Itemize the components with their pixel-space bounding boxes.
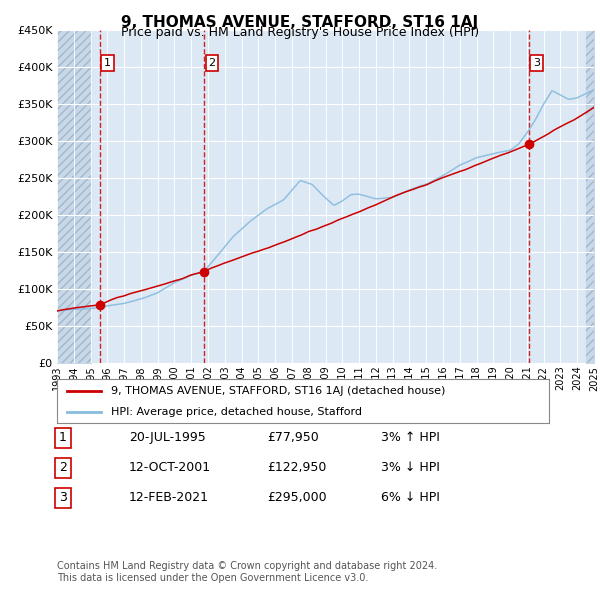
Text: 12-FEB-2021: 12-FEB-2021	[129, 491, 209, 504]
Text: 2: 2	[59, 461, 67, 474]
Text: 12-OCT-2001: 12-OCT-2001	[129, 461, 211, 474]
Text: 9, THOMAS AVENUE, STAFFORD, ST16 1AJ (detached house): 9, THOMAS AVENUE, STAFFORD, ST16 1AJ (de…	[111, 386, 445, 396]
Text: Price paid vs. HM Land Registry's House Price Index (HPI): Price paid vs. HM Land Registry's House …	[121, 26, 479, 39]
Text: Contains HM Land Registry data © Crown copyright and database right 2024.
This d: Contains HM Land Registry data © Crown c…	[57, 561, 437, 583]
Text: 20-JUL-1995: 20-JUL-1995	[129, 431, 206, 444]
Text: £122,950: £122,950	[267, 461, 326, 474]
Text: HPI: Average price, detached house, Stafford: HPI: Average price, detached house, Staf…	[111, 407, 362, 417]
Text: 2: 2	[209, 58, 215, 68]
Text: 3% ↑ HPI: 3% ↑ HPI	[381, 431, 440, 444]
Text: 3: 3	[59, 491, 67, 504]
Text: 3% ↓ HPI: 3% ↓ HPI	[381, 461, 440, 474]
Text: £295,000: £295,000	[267, 491, 326, 504]
Text: £77,950: £77,950	[267, 431, 319, 444]
Text: 9, THOMAS AVENUE, STAFFORD, ST16 1AJ: 9, THOMAS AVENUE, STAFFORD, ST16 1AJ	[121, 15, 479, 30]
Text: 3: 3	[533, 58, 540, 68]
Text: 1: 1	[59, 431, 67, 444]
Text: 6% ↓ HPI: 6% ↓ HPI	[381, 491, 440, 504]
Text: 1: 1	[104, 58, 111, 68]
